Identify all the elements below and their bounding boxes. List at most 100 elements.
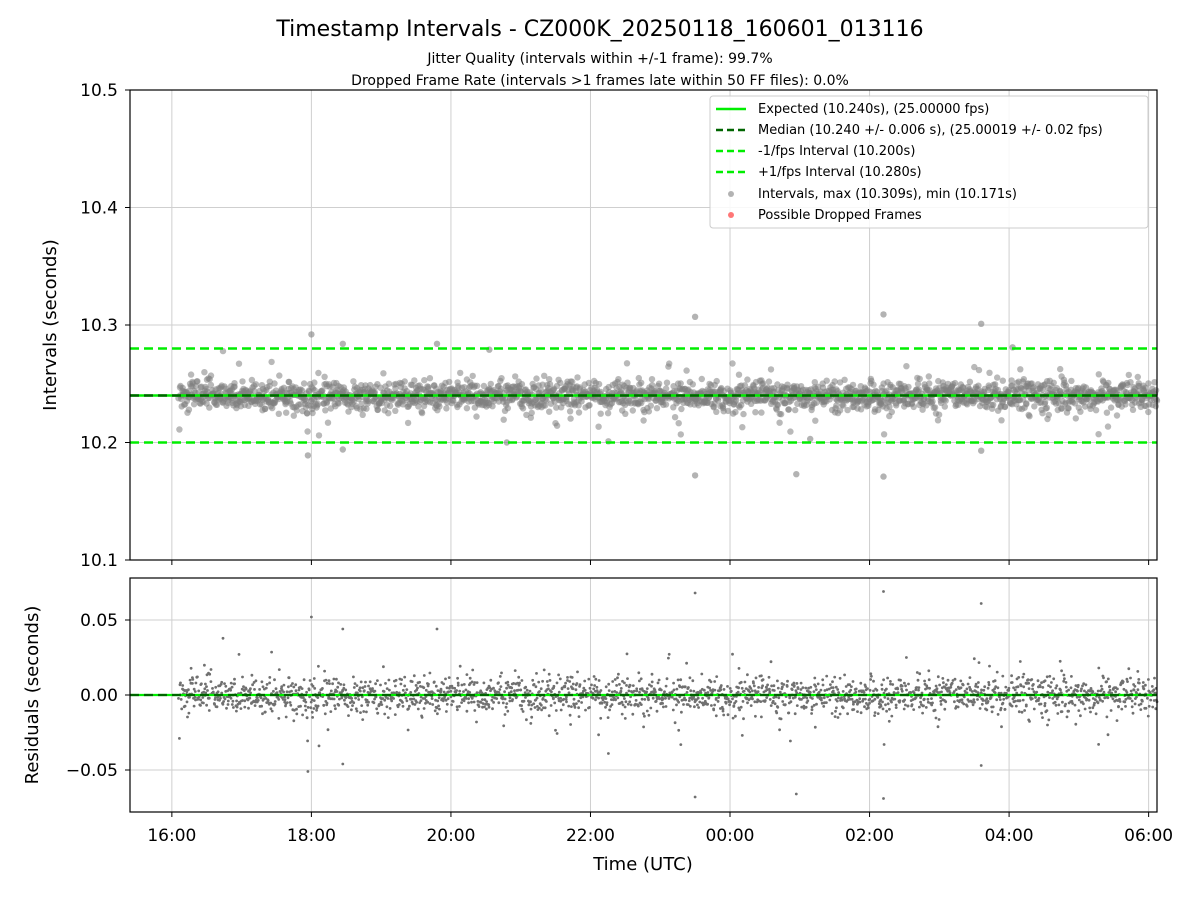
residual-point: [352, 686, 356, 689]
residual-point: [952, 690, 956, 693]
residual-point: [511, 698, 514, 701]
residual-point: [870, 674, 873, 678]
interval-point: [497, 385, 505, 393]
residual-point: [1059, 691, 1063, 694]
residual-point: [334, 707, 337, 711]
residual-point: [1141, 681, 1145, 684]
residual-point: [408, 704, 411, 708]
residual-point: [781, 685, 784, 689]
residual-point: [485, 707, 488, 711]
residual-point: [599, 689, 603, 692]
interval-point: [297, 401, 304, 408]
interval-outlier-point: [308, 331, 315, 338]
residual-point: [729, 689, 733, 693]
interval-point: [836, 407, 844, 414]
residual-point: [1077, 698, 1081, 702]
residual-point: [529, 700, 532, 704]
residual-point: [809, 685, 813, 689]
interval-point: [595, 423, 602, 430]
residual-point: [1064, 702, 1067, 706]
legend-dropped-label: Possible Dropped Frames: [758, 208, 922, 223]
residual-point: [1097, 743, 1100, 746]
residual-point: [1040, 711, 1043, 715]
residual-point: [273, 678, 276, 682]
residual-point: [830, 712, 834, 715]
interval-point: [623, 360, 631, 367]
residual-point: [1106, 677, 1110, 681]
interval-outlier-point: [503, 439, 510, 446]
residual-point: [487, 705, 491, 709]
interval-point: [597, 410, 604, 417]
interval-point: [767, 366, 775, 373]
residual-point: [498, 675, 502, 678]
residual-point: [840, 696, 843, 700]
residual-point: [1062, 679, 1066, 683]
residual-point: [329, 710, 333, 713]
residual-point: [625, 652, 629, 656]
residual-point: [1097, 696, 1101, 699]
residual-point: [620, 712, 624, 716]
interval-point: [1105, 379, 1112, 387]
residual-point: [785, 684, 789, 687]
residual-point: [1031, 687, 1034, 691]
residual-point: [205, 685, 208, 688]
interval-point: [426, 375, 434, 382]
interval-point: [919, 406, 926, 413]
residual-point: [710, 704, 713, 707]
interval-point: [713, 408, 720, 415]
interval-point: [905, 383, 912, 391]
residual-point: [470, 680, 474, 684]
legend-minus-fps-label: -1/fps Interval (10.200s): [758, 144, 915, 159]
residual-point: [229, 681, 233, 685]
residual-point: [510, 686, 514, 690]
residual-point: [1070, 675, 1073, 678]
residual-point: [181, 684, 185, 687]
interval-point: [671, 414, 679, 421]
residual-point: [567, 704, 571, 708]
residual-point: [399, 682, 403, 686]
residual-point: [554, 709, 558, 712]
residual-point: [313, 687, 317, 690]
interval-point: [374, 406, 381, 413]
residual-point: [547, 672, 551, 676]
residual-point: [675, 687, 679, 691]
residual-point: [559, 696, 562, 700]
residual-point: [528, 689, 532, 693]
residual-point: [305, 690, 308, 694]
residual-point: [498, 688, 502, 691]
residuals-y-tick-label: 0.00: [80, 686, 118, 706]
residual-point: [224, 684, 228, 688]
residual-point: [324, 678, 328, 682]
interval-point: [971, 363, 978, 371]
residual-point: [739, 705, 743, 709]
residual-point: [1030, 697, 1034, 700]
residual-point: [275, 691, 279, 695]
residual-point: [301, 713, 304, 717]
residual-point: [216, 690, 220, 694]
residual-point: [778, 690, 782, 694]
residual-point: [455, 705, 459, 709]
interval-point: [380, 370, 387, 377]
residual-point: [853, 700, 857, 704]
residual-point: [372, 701, 376, 705]
residual-point: [713, 703, 716, 707]
residual-point: [978, 707, 982, 710]
residual-point: [640, 697, 644, 701]
interval-point: [541, 372, 548, 379]
intervals-panel: Intervals (seconds) 10.110.210.310.410.5: [40, 81, 1161, 571]
interval-point: [504, 405, 511, 412]
residual-point: [768, 691, 772, 695]
residual-point: [850, 685, 853, 688]
residual-point: [1053, 700, 1057, 704]
residual-point: [729, 700, 733, 704]
residual-point: [278, 690, 282, 693]
residuals-y-axis-label: Residuals (seconds): [22, 606, 43, 785]
residual-point: [1120, 707, 1124, 711]
interval-point: [248, 376, 256, 384]
residual-point: [326, 728, 330, 732]
residual-point: [472, 700, 476, 704]
residual-point: [462, 690, 465, 693]
x-tick-label: 16:00: [147, 826, 196, 846]
residual-point: [679, 743, 683, 746]
residual-point: [1069, 686, 1073, 690]
